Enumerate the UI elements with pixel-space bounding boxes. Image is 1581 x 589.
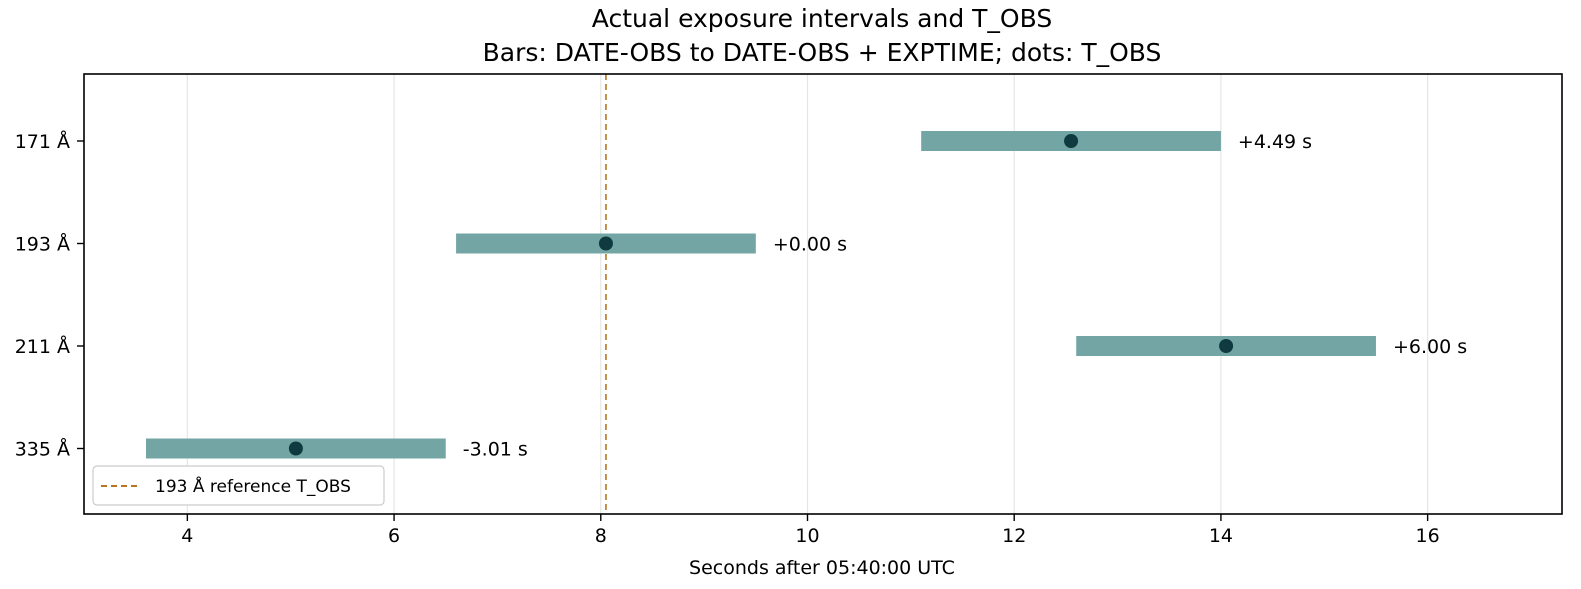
y-tick-label: 171 Å bbox=[15, 130, 70, 153]
x-tick-label: 12 bbox=[1002, 525, 1026, 547]
plot-frame bbox=[83, 73, 1563, 515]
x-axis-label: Seconds after 05:40:00 UTC bbox=[689, 557, 955, 579]
x-tick-label: 16 bbox=[1416, 525, 1440, 547]
x-axis-ticks: 4 6 8 10 12 14 16 bbox=[181, 514, 1440, 547]
offset-labels: +4.49 s +0.00 s +6.00 s -3.01 s bbox=[463, 131, 1467, 461]
x-tick-label: 6 bbox=[388, 525, 400, 547]
t-obs-dot bbox=[1064, 134, 1079, 148]
offset-label: +0.00 s bbox=[773, 234, 847, 256]
t-obs-dots bbox=[288, 134, 1234, 456]
y-tick-label: 193 Å bbox=[15, 233, 70, 256]
x-tick-label: 10 bbox=[795, 525, 819, 547]
x-tick-label: 14 bbox=[1209, 525, 1233, 547]
interval-bars bbox=[146, 131, 1376, 459]
legend-label: 193 Å reference T_OBS bbox=[155, 475, 351, 497]
offset-label: +6.00 s bbox=[1393, 336, 1467, 358]
offset-label: -3.01 s bbox=[463, 439, 528, 461]
chart-title: Actual exposure intervals and T_OBS bbox=[592, 4, 1052, 33]
x-tick-label: 8 bbox=[595, 525, 607, 547]
y-tick-label: 211 Å bbox=[15, 335, 70, 358]
t-obs-dot bbox=[1219, 339, 1234, 353]
y-axis-ticks: 171 Å 193 Å 211 Å 335 Å bbox=[15, 130, 84, 461]
legend: 193 Å reference T_OBS bbox=[92, 465, 385, 506]
x-tick-label: 4 bbox=[181, 525, 193, 547]
legend-box bbox=[92, 465, 385, 506]
chart-subtitle: Bars: DATE-OBS to DATE-OBS + EXPTIME; do… bbox=[483, 38, 1162, 67]
t-obs-dot bbox=[598, 236, 613, 251]
offset-label: +4.49 s bbox=[1238, 131, 1312, 153]
t-obs-dot bbox=[288, 441, 303, 456]
y-tick-label: 335 Å bbox=[15, 438, 70, 461]
